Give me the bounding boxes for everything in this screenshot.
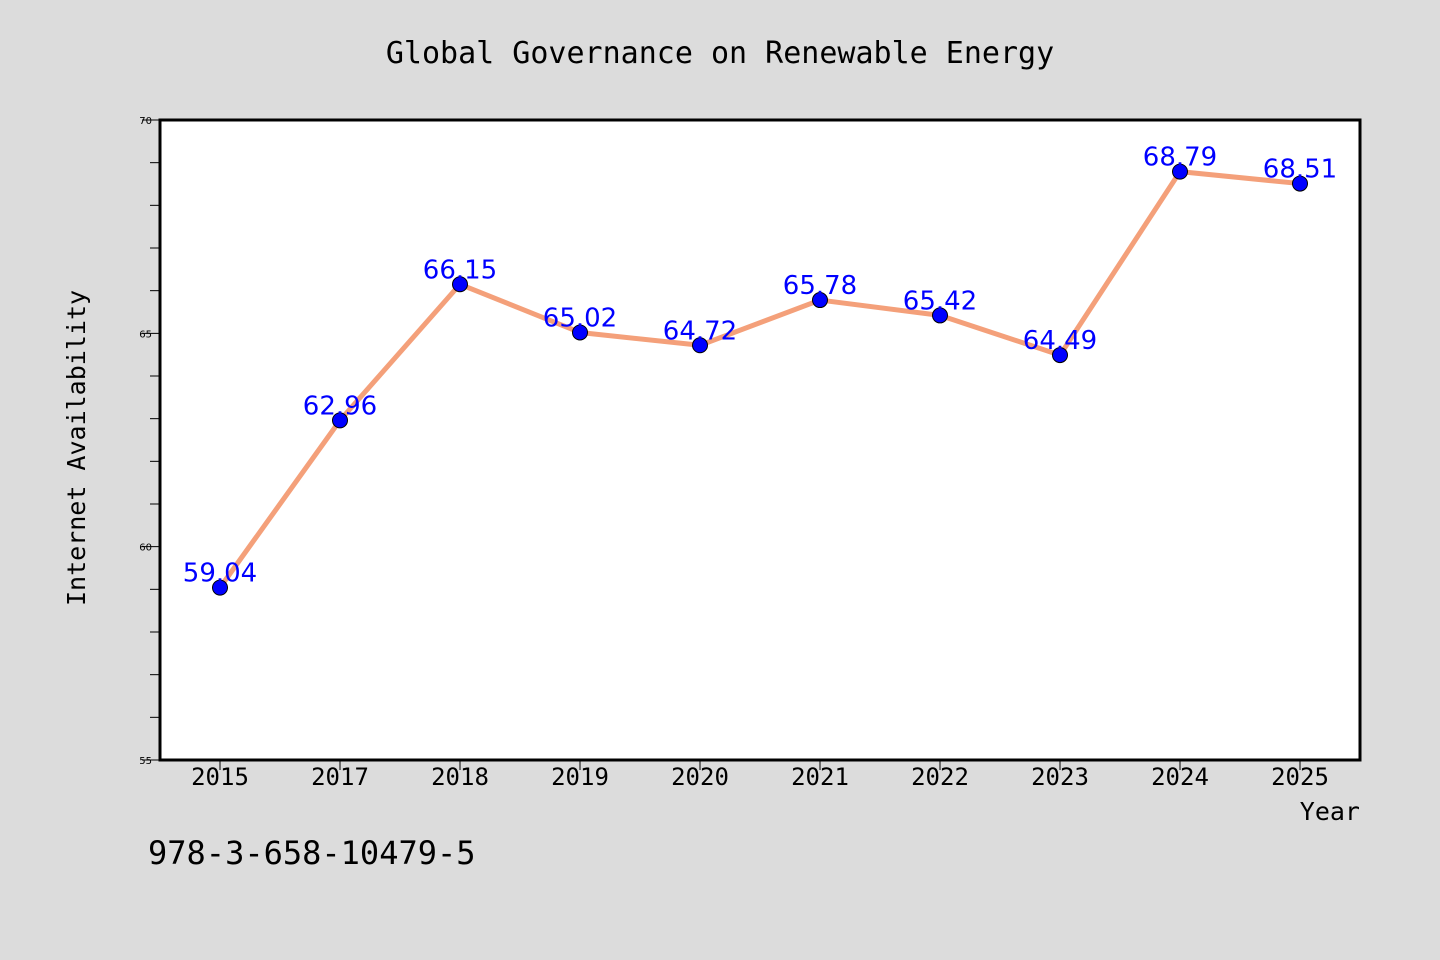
plot-frame bbox=[158, 118, 1362, 762]
data-label: 65.78 bbox=[783, 271, 857, 301]
x-tick-label: 2020 bbox=[671, 763, 729, 791]
data-point bbox=[212, 579, 228, 596]
y-axis-ticks bbox=[142, 119, 160, 761]
data-point bbox=[332, 412, 348, 429]
data-point bbox=[452, 276, 468, 293]
data-point bbox=[1052, 347, 1068, 364]
data-point bbox=[1172, 163, 1188, 180]
data-label: 65.42 bbox=[903, 286, 977, 316]
y-tick-label: 60 bbox=[139, 543, 152, 554]
x-tick-labels: 2015 2017 2018 2019 2020 2021 2022 2023 2024 2025 bbox=[191, 763, 1329, 791]
series-line bbox=[217, 169, 1303, 591]
x-tick-label: 2017 bbox=[311, 763, 369, 791]
isbn-text: 978-3-658-10479-5 bbox=[148, 834, 476, 872]
x-tick-label: 2022 bbox=[911, 763, 969, 791]
y-axis-label: Internet Availability bbox=[62, 290, 91, 606]
x-axis-ticks bbox=[219, 760, 1301, 770]
y-tick-label: 70 bbox=[139, 116, 152, 127]
data-label: 64.49 bbox=[1023, 326, 1097, 356]
x-tick-label: 2015 bbox=[191, 763, 249, 791]
data-label: 65.02 bbox=[543, 303, 617, 333]
y-tick-label: 65 bbox=[139, 329, 152, 340]
x-tick-label: 2018 bbox=[431, 763, 489, 791]
data-label: 66.15 bbox=[423, 255, 497, 285]
x-axis-label: Year bbox=[1300, 797, 1360, 826]
x-tick-label: 2021 bbox=[791, 763, 849, 791]
data-label: 68.51 bbox=[1263, 155, 1337, 185]
data-label: 64.72 bbox=[663, 316, 737, 346]
x-tick-label: 2024 bbox=[1151, 763, 1209, 791]
x-tick-label: 2023 bbox=[1031, 763, 1089, 791]
data-label: 68.79 bbox=[1143, 143, 1217, 173]
data-point bbox=[692, 337, 708, 354]
x-tick-label: 2025 bbox=[1271, 763, 1329, 791]
y-tick-label: 55 bbox=[139, 756, 152, 767]
x-tick-label: 2019 bbox=[551, 763, 609, 791]
data-point bbox=[812, 292, 828, 309]
chart-title: Global Governance on Renewable Energy bbox=[386, 36, 1054, 71]
data-point bbox=[1292, 175, 1308, 192]
data-point bbox=[572, 324, 588, 341]
plot-area bbox=[160, 120, 1360, 760]
data-point bbox=[932, 307, 948, 324]
y-tick-labels: 55 60 65 70 bbox=[139, 116, 152, 767]
data-label: 59.04 bbox=[183, 559, 257, 589]
series-layer bbox=[212, 163, 1308, 596]
data-label: 62.96 bbox=[303, 391, 377, 421]
data-labels: 59.04 62.96 66.15 65.02 64.72 65.78 65.42 64.49… bbox=[183, 143, 1337, 589]
